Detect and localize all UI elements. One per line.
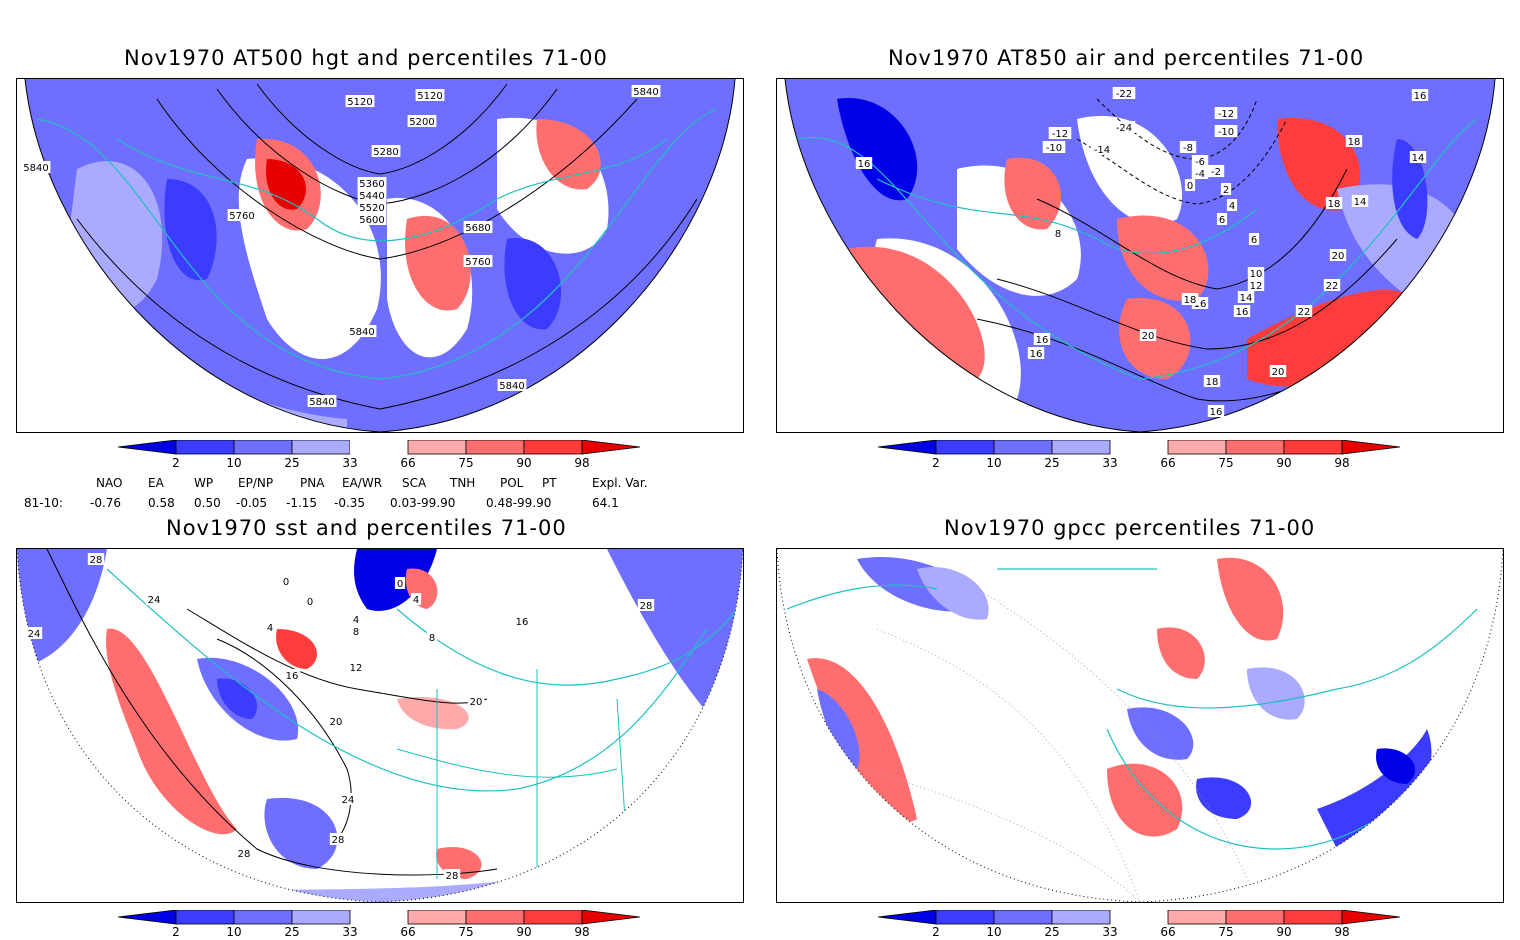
index-value: 0.03-99.90 xyxy=(390,496,456,510)
index-header: EP/NP xyxy=(238,476,274,490)
index-value: 0.48-99.90 xyxy=(486,496,552,510)
index-value: -1.15 xyxy=(286,496,318,510)
colorbar-tick: 90 xyxy=(1276,925,1292,939)
colorbar-tick: 98 xyxy=(574,925,590,939)
colorbar-tick: 25 xyxy=(284,925,300,939)
colorbar-tick: 66 xyxy=(1160,456,1176,470)
index-header: PT xyxy=(542,476,557,490)
map-gpcc-svg xyxy=(777,549,1503,902)
teleconnection-index-table: NAO EA WP EP/NP PNA EA/WR SCA TNH POL PT… xyxy=(0,474,700,514)
panel-title-gpcc: Nov1970 gpcc percentiles 71-00 xyxy=(944,516,1316,540)
index-value: 0.50 xyxy=(194,496,221,510)
colorbar-top-right: 2 10 25 33 66 75 90 98 xyxy=(877,439,1402,470)
map-sst-svg xyxy=(17,549,743,902)
index-value: 64.1 xyxy=(592,496,619,510)
colorbar-tick: 75 xyxy=(458,925,474,939)
colorbar-top-right-svg xyxy=(877,439,1401,455)
colorbar-tick: 98 xyxy=(1334,925,1350,939)
index-header: EA xyxy=(148,476,164,490)
colorbar-tick: 75 xyxy=(1218,456,1234,470)
colorbar-tick: 90 xyxy=(516,925,532,939)
index-header: WP xyxy=(194,476,214,490)
colorbar-bottom-right-svg xyxy=(877,909,1401,925)
colorbar-tick: 90 xyxy=(1276,456,1292,470)
colorbar-tick: 2 xyxy=(172,456,180,470)
map-hgt-svg xyxy=(24,79,736,432)
colorbar-tick: 66 xyxy=(1160,925,1176,939)
index-header: POL xyxy=(500,476,524,490)
colorbar-tick: 2 xyxy=(932,925,940,939)
colorbar-tick: 98 xyxy=(1334,456,1350,470)
colorbar-bottom-left-svg xyxy=(117,909,641,925)
colorbar-tick: 10 xyxy=(986,925,1002,939)
index-value: -0.35 xyxy=(334,496,366,510)
index-header: TNH xyxy=(450,476,476,490)
colorbar-tick: 33 xyxy=(342,456,358,470)
colorbar-bottom-left: 2 10 25 33 66 75 90 98 xyxy=(117,909,642,940)
colorbar-top-left: 2 10 25 33 66 75 90 98 xyxy=(117,439,642,470)
colorbar-tick: 33 xyxy=(1102,925,1118,939)
index-header: Expl. Var. xyxy=(592,476,648,490)
colorbar-tick: 75 xyxy=(1218,925,1234,939)
colorbar-tick: 33 xyxy=(342,925,358,939)
map-air-svg xyxy=(784,79,1496,432)
colorbar-bottom-right: 2 10 25 33 66 75 90 98 xyxy=(877,909,1402,940)
colorbar-tick: 2 xyxy=(172,925,180,939)
colorbar-tick: 33 xyxy=(1102,456,1118,470)
index-row-label: 81-10: xyxy=(24,496,63,510)
index-header: SCA xyxy=(402,476,427,490)
colorbar-tick: 10 xyxy=(226,456,242,470)
index-header: PNA xyxy=(300,476,325,490)
panel-title-sst: Nov1970 sst and percentiles 71-00 xyxy=(166,516,567,540)
colorbar-tick: 25 xyxy=(1044,925,1060,939)
colorbar-tick: 2 xyxy=(932,456,940,470)
colorbar-top-left-svg xyxy=(117,439,641,455)
map-panel-hgt xyxy=(16,78,744,433)
colorbar-tick: 10 xyxy=(226,925,242,939)
colorbar-tick: 75 xyxy=(458,456,474,470)
panel-title-hgt: Nov1970 AT500 hgt and percentiles 71-00 xyxy=(124,46,608,70)
colorbar-tick: 90 xyxy=(516,456,532,470)
colorbar-tick: 10 xyxy=(986,456,1002,470)
colorbar-tick: 25 xyxy=(1044,456,1060,470)
index-value: 0.58 xyxy=(148,496,175,510)
colorbar-tick: 25 xyxy=(284,456,300,470)
map-panel-sst xyxy=(16,548,744,903)
map-panel-air xyxy=(776,78,1504,433)
colorbar-tick: 66 xyxy=(400,925,416,939)
index-value: -0.76 xyxy=(90,496,122,510)
index-value: -0.05 xyxy=(236,496,268,510)
colorbar-tick: 66 xyxy=(400,456,416,470)
index-header: NAO xyxy=(96,476,123,490)
map-panel-gpcc xyxy=(776,548,1504,903)
colorbar-tick: 98 xyxy=(574,456,590,470)
panel-title-air: Nov1970 AT850 air and percentiles 71-00 xyxy=(888,46,1365,70)
index-header: EA/WR xyxy=(342,476,383,490)
